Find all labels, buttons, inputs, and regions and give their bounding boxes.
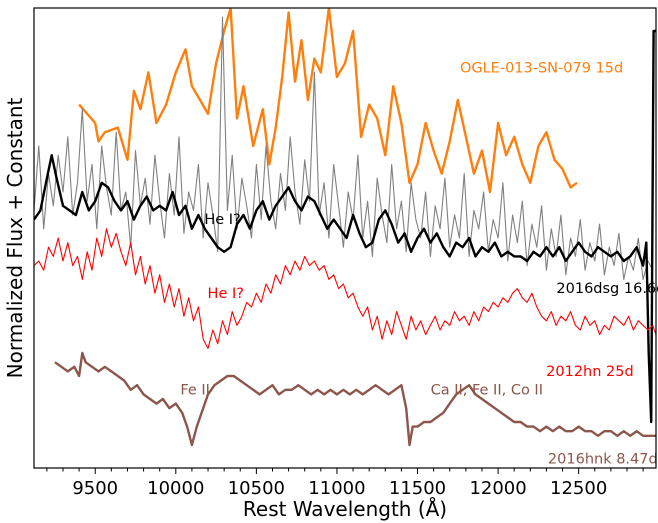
series-line-1 [34, 16, 654, 280]
series-line-2 [34, 29, 656, 424]
annotation-label: Fe II [180, 382, 210, 398]
annotation-label: 2012hn 25d [546, 364, 634, 380]
annotation-label: OGLE-013-SN-079 15d [460, 60, 623, 76]
annotation-layer: OGLE-013-SN-079 15d He I? 2016dsg 16.6d He … [180, 60, 658, 467]
spectra-lines [34, 8, 656, 447]
x-tick-label: 10500 [228, 478, 285, 499]
annotation-label: Ca II, Fe II, Co II [431, 382, 543, 398]
x-axis-ticks: 9500 10000 10500 11000 11500 12000 12500 [46, 468, 644, 499]
series-line-3 [34, 228, 656, 349]
x-axis-label: Rest Wavelength (Å) [243, 497, 447, 521]
x-tick-label: 11500 [389, 478, 446, 499]
x-tick-label: 10000 [147, 478, 204, 499]
x-tick-label: 9500 [72, 478, 118, 499]
annotation-label: 2016hnk 8.47d [548, 451, 658, 467]
x-tick-label: 12500 [550, 478, 607, 499]
annotation-label: He I? [208, 286, 244, 302]
annotation-label: He I? [204, 212, 240, 228]
annotation-label: 2016dsg 16.6d [556, 281, 658, 297]
x-tick-label: 11000 [308, 478, 365, 499]
series-line-0 [78, 8, 578, 194]
y-axis-label: Normalized Flux + Constant [3, 97, 27, 378]
x-tick-label: 12000 [469, 478, 526, 499]
series-line-4 [54, 351, 656, 447]
plot-frame [33, 7, 657, 469]
